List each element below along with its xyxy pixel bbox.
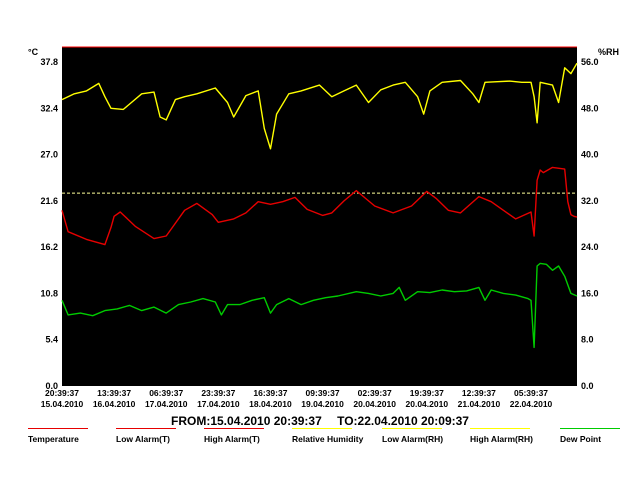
x-tick-date: 15.04.2010 [41, 399, 84, 409]
left-tick-label: 0.0 [45, 381, 58, 391]
legend-swatch [116, 428, 176, 429]
range-to: TO:22.04.2010 20:09:37 [337, 414, 469, 428]
legend-item: Temperature [28, 428, 88, 444]
legend-swatch [204, 428, 264, 429]
legend-item: Low Alarm(T) [116, 428, 176, 444]
x-tick-date: 20.04.2010 [406, 399, 449, 409]
x-tick-date: 20.04.2010 [353, 399, 396, 409]
legend-swatch [382, 428, 442, 429]
left-tick-label: 5.4 [45, 335, 58, 345]
right-tick-label: 56.0 [581, 57, 599, 67]
x-tick-time: 16:39:37 [253, 388, 287, 398]
legend-label: Relative Humidity [292, 434, 364, 444]
legend-swatch [292, 428, 352, 429]
right-tick-label: 8.0 [581, 335, 594, 345]
x-tick-time: 05:39:37 [514, 388, 548, 398]
x-tick-date: 17.04.2010 [197, 399, 240, 409]
left-tick-label: 27.0 [40, 150, 58, 160]
right-tick-label: 16.0 [581, 288, 599, 298]
series-lines [61, 62, 578, 349]
legend-item: High Alarm(RH) [470, 428, 533, 444]
legend-swatch [28, 428, 88, 429]
left-tick-label: 32.4 [40, 103, 58, 113]
x-tick-time: 23:39:37 [201, 388, 235, 398]
legend-item: High Alarm(T) [204, 428, 264, 444]
left-tick-label: 21.6 [40, 196, 58, 206]
left-axis-ticks: 37.8 32.4 27.0 21.6 16.2 10.8 5.4 0.0 [40, 57, 58, 391]
series-line-dew-point [61, 262, 578, 349]
x-tick-date: 22.04.2010 [510, 399, 553, 409]
legend-label: High Alarm(T) [204, 434, 260, 444]
series-line-temperature [61, 166, 578, 246]
legend: Temperature Low Alarm(T) High Alarm(T) Rela… [0, 428, 640, 448]
x-tick-date: 16.04.2010 [93, 399, 136, 409]
legend-swatch [560, 428, 620, 429]
right-tick-label: 32.0 [581, 196, 599, 206]
legend-item: Relative Humidity [292, 428, 363, 444]
legend-label: Low Alarm(T) [116, 434, 170, 444]
left-tick-label: 37.8 [40, 57, 58, 67]
left-tick-label: 16.2 [40, 242, 58, 252]
x-tick-time: 20:39:37 [45, 388, 79, 398]
right-tick-label: 0.0 [581, 381, 594, 391]
x-tick-time: 09:39:37 [306, 388, 340, 398]
right-axis-ticks: 56.0 48.0 40.0 32.0 24.0 16.0 8.0 0.0 [581, 57, 599, 391]
x-tick-date: 19.04.2010 [301, 399, 344, 409]
legend-label: Temperature [28, 434, 79, 444]
legend-swatch [470, 428, 530, 429]
left-axis-unit: °C [28, 47, 39, 57]
legend-label: Low Alarm(RH) [382, 434, 444, 444]
right-tick-label: 24.0 [581, 242, 599, 252]
x-tick-time: 13:39:37 [97, 388, 131, 398]
series-line-relative-humidity [61, 62, 578, 150]
right-axis-unit: %RH [598, 47, 619, 57]
right-tick-label: 40.0 [581, 150, 599, 160]
plot-area [62, 47, 577, 386]
x-tick-date: 21.04.2010 [458, 399, 501, 409]
legend-item: Low Alarm(RH) [382, 428, 443, 444]
range-from: FROM:15.04.2010 20:39:37 [171, 414, 322, 428]
x-tick-time: 19:39:37 [410, 388, 444, 398]
legend-item: Dew Point [560, 428, 620, 444]
x-tick-date: 17.04.2010 [145, 399, 188, 409]
legend-label: High Alarm(RH) [470, 434, 533, 444]
x-tick-time: 06:39:37 [149, 388, 183, 398]
legend-label: Dew Point [560, 434, 602, 444]
left-tick-label: 10.8 [40, 288, 58, 298]
right-tick-label: 48.0 [581, 103, 599, 113]
x-tick-date: 18.04.2010 [249, 399, 292, 409]
x-tick-time: 02:39:37 [358, 388, 392, 398]
x-tick-time: 12:39:37 [462, 388, 496, 398]
date-range: FROM:15.04.2010 20:39:37 TO:22.04.2010 2… [0, 414, 640, 428]
